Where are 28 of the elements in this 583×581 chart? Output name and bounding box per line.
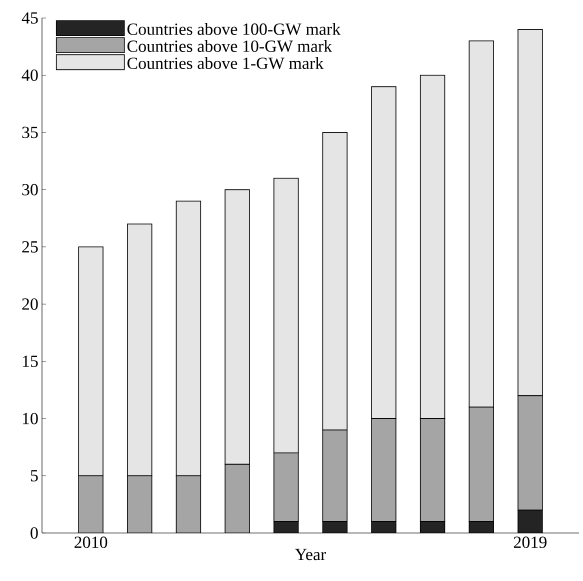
x-tick-label: 2010 bbox=[74, 536, 108, 548]
bar bbox=[518, 395, 543, 511]
legend-label: Countries above 10-GW mark bbox=[127, 40, 332, 52]
bar bbox=[420, 418, 446, 522]
y-tick-label: 45 bbox=[22, 12, 38, 24]
bar bbox=[371, 418, 396, 522]
y-tick-label: 0 bbox=[30, 527, 38, 539]
bar bbox=[127, 475, 152, 533]
y-tick-label: 30 bbox=[22, 184, 38, 196]
bar bbox=[273, 452, 299, 522]
y-tick-label: 20 bbox=[22, 298, 38, 310]
y-tick-label: 40 bbox=[22, 69, 38, 81]
bar bbox=[224, 464, 250, 533]
bar bbox=[468, 406, 494, 522]
y-tick-label: 35 bbox=[22, 126, 38, 138]
bar bbox=[176, 475, 202, 533]
bar bbox=[420, 522, 445, 533]
bar bbox=[78, 475, 104, 533]
y-tick-label: 15 bbox=[22, 356, 38, 368]
y-tick-label: 10 bbox=[22, 412, 38, 424]
legend-label: Countries above 100-GW mark bbox=[127, 22, 341, 35]
x-tick-label: 2019 bbox=[514, 536, 546, 548]
bar bbox=[322, 430, 348, 522]
bar bbox=[518, 510, 543, 533]
y-tick-label: 5 bbox=[30, 470, 38, 482]
x-axis-title: Year bbox=[295, 548, 326, 560]
legend-label: Countries above 1-GW mark bbox=[127, 57, 324, 70]
y-tick-label: 25 bbox=[22, 241, 38, 253]
